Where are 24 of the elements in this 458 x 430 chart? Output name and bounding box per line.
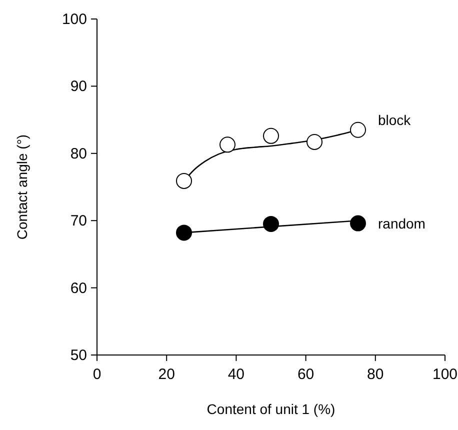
x-tick-label: 60 <box>297 366 314 383</box>
x-tick-label: 40 <box>228 366 245 383</box>
series-label: random <box>378 215 426 232</box>
point <box>263 216 279 232</box>
point <box>263 128 279 144</box>
x-tick-label: 0 <box>92 366 102 383</box>
point <box>176 172 192 189</box>
point <box>350 122 366 138</box>
x-tick-label: 80 <box>367 366 384 383</box>
y-tick-label: 70 <box>70 212 87 230</box>
point <box>350 215 366 232</box>
point <box>176 224 192 241</box>
y-axis-title: Contact angle (°) <box>14 134 30 240</box>
point <box>220 136 236 153</box>
y-tick-label: 60 <box>70 280 87 297</box>
y-tick-label: 50 <box>70 347 87 364</box>
y-tick-label: 90 <box>70 78 87 96</box>
x-tick-label: 20 <box>158 366 175 383</box>
point <box>306 134 322 150</box>
x-tick-label: 100 <box>432 366 458 383</box>
x-axis-title: Content of unit 1 (%) <box>206 401 336 417</box>
series-label: block <box>378 112 412 128</box>
y-tick-label: 80 <box>70 145 87 162</box>
y-tick-label: 100 <box>62 11 87 28</box>
